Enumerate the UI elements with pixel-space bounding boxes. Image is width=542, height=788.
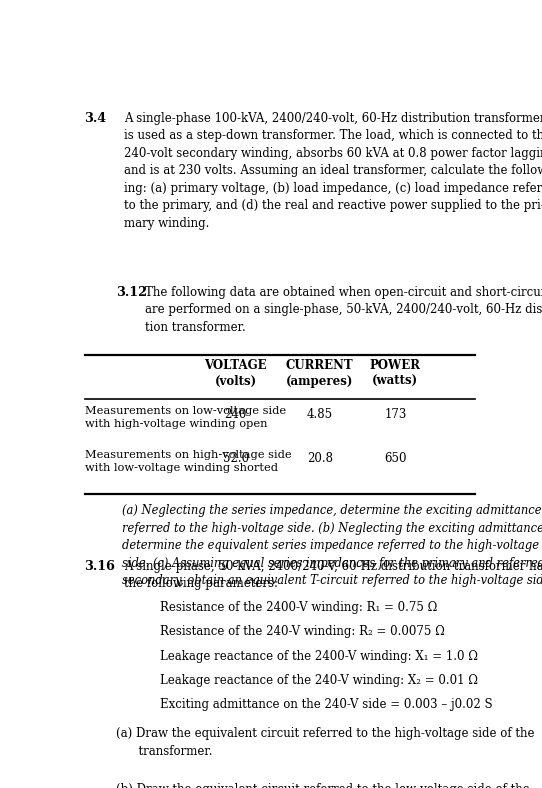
Text: 650: 650 [384,452,406,465]
Text: POWER
(watts): POWER (watts) [370,359,421,388]
Text: A single-phase 100-kVA, 2400/240-volt, 60-Hz distribution transformer
is used as: A single-phase 100-kVA, 2400/240-volt, 6… [125,112,542,229]
Text: (a) Neglecting the series impedance, determine the exciting admittance
referred : (a) Neglecting the series impedance, det… [122,504,542,587]
Text: 20.8: 20.8 [307,452,333,465]
Text: (b) Draw the equivalent circuit referred to the low-voltage side of the
      tr: (b) Draw the equivalent circuit referred… [116,783,542,788]
Text: 173: 173 [384,408,406,422]
Text: 3.4: 3.4 [85,112,107,125]
Text: Measurements on low-voltage side
with high-voltage winding open: Measurements on low-voltage side with hi… [85,406,286,429]
Text: 3.12: 3.12 [116,286,147,299]
Text: (a) Draw the equivalent circuit referred to the high-voltage side of the
      t: (a) Draw the equivalent circuit referred… [116,727,534,758]
Text: The following data are obtained when open-circuit and short-circuit tests
are pe: The following data are obtained when ope… [145,286,542,333]
Text: 3.16: 3.16 [85,560,115,573]
Text: 4.85: 4.85 [307,408,333,422]
Text: Leakage reactance of the 2400-V winding: X₁ = 1.0 Ω: Leakage reactance of the 2400-V winding:… [160,650,478,663]
Text: Measurements on high-voltage side
with low-voltage winding shorted: Measurements on high-voltage side with l… [85,449,291,473]
Text: Exciting admittance on the 240-V side = 0.003 – j0.02 S: Exciting admittance on the 240-V side = … [160,698,493,712]
Text: VOLTAGE
(volts): VOLTAGE (volts) [204,359,267,388]
Text: Resistance of the 240-V winding: R₂ = 0.0075 Ω: Resistance of the 240-V winding: R₂ = 0.… [160,626,445,638]
Text: 240: 240 [224,408,247,422]
Text: CURRENT
(amperes): CURRENT (amperes) [286,359,353,388]
Text: 52.0: 52.0 [223,452,249,465]
Text: Resistance of the 2400-V winding: R₁ = 0.75 Ω: Resistance of the 2400-V winding: R₁ = 0… [160,601,437,614]
Text: Leakage reactance of the 240-V winding: X₂ = 0.01 Ω: Leakage reactance of the 240-V winding: … [160,674,478,687]
Text: A single-phase, 50-kVA, 2400/240-V, 60-Hz distribution transformer has
the follo: A single-phase, 50-kVA, 2400/240-V, 60-H… [125,560,542,590]
